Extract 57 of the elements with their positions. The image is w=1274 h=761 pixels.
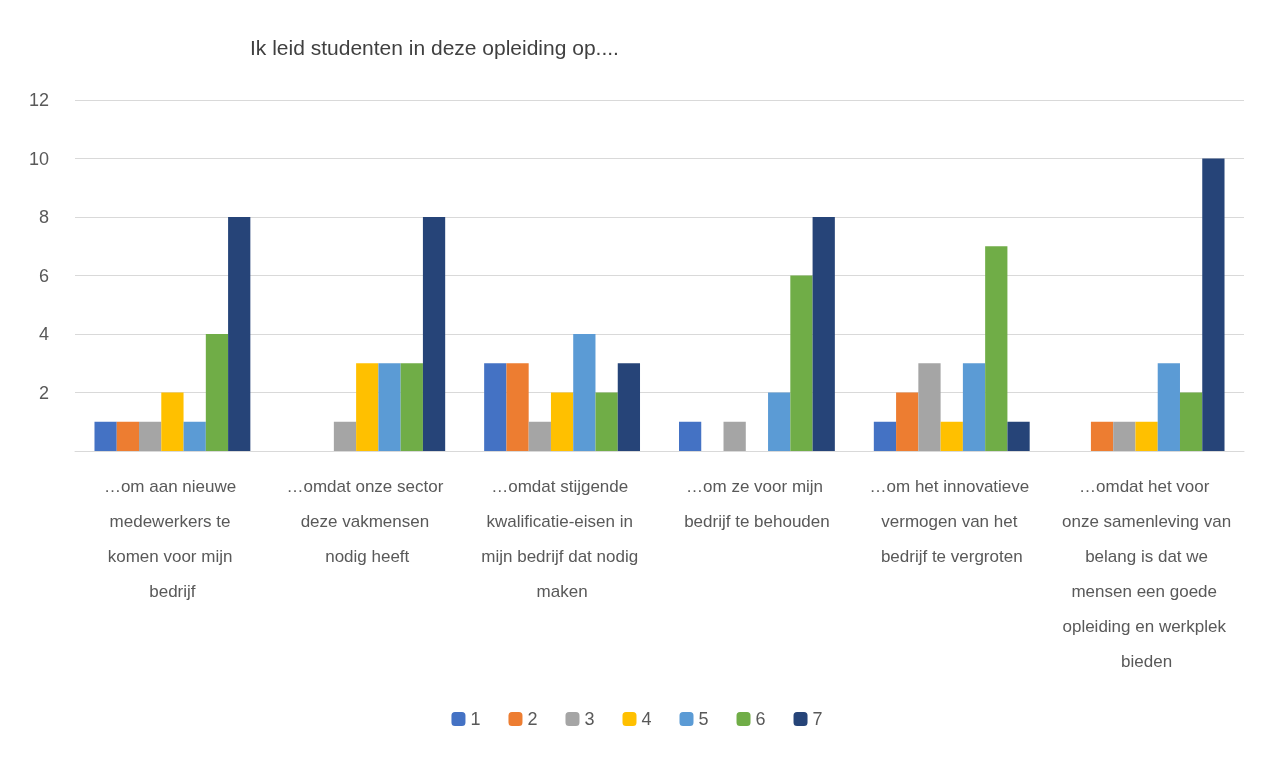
bar <box>116 421 140 451</box>
bar <box>896 392 919 451</box>
y-tick-label: 2 <box>38 382 49 403</box>
bar <box>768 392 791 451</box>
legend-label: 5 <box>698 709 709 729</box>
x-tick-label: …omdat het voor onze samenleving van belang is dat we mensen een goede opleiding en werkplek bieden <box>1062 477 1232 671</box>
bar <box>228 217 251 451</box>
bar <box>422 217 446 451</box>
bar <box>550 392 574 451</box>
bar <box>1179 392 1203 451</box>
bar <box>161 392 184 451</box>
bar <box>985 246 1008 451</box>
x-tick-label: …omdat onze sector deze vakmensen nodig heeft <box>286 477 449 566</box>
bar <box>790 275 813 451</box>
legend-label: 7 <box>812 709 823 729</box>
bar <box>812 217 835 451</box>
bar <box>1135 421 1158 451</box>
x-tick-label: …om ze voor mijn bedrijf te behouden <box>684 477 830 531</box>
bar <box>356 363 379 451</box>
bar <box>617 363 641 451</box>
y-tick-label: 6 <box>38 265 49 286</box>
bar <box>918 363 941 451</box>
bar <box>1157 363 1180 451</box>
chart-title: Ik leid studenten in deze opleiding op.... <box>250 36 619 59</box>
legend-label: 3 <box>584 709 595 729</box>
bar <box>484 363 507 451</box>
bar <box>573 334 596 451</box>
bar <box>94 421 117 451</box>
bar <box>723 421 746 451</box>
bar <box>528 421 551 451</box>
bar <box>205 334 229 451</box>
bar <box>678 421 702 451</box>
bar <box>1202 158 1225 451</box>
y-tick-label: 10 <box>28 148 49 169</box>
bar <box>506 363 529 451</box>
legend-label: 1 <box>470 709 481 729</box>
x-tick-label: …omdat stijgende kwalificatie-eisen in mijn bedrijf dat nodig maken <box>481 477 643 601</box>
bar <box>1090 421 1114 451</box>
bar <box>183 421 206 451</box>
y-tick-label: 12 <box>28 90 49 110</box>
y-tick-label: 8 <box>38 207 49 227</box>
x-tick-label: …om het innovatieve vermogen van het bedrijf te vergroten <box>869 477 1034 566</box>
legend-label: 6 <box>755 709 766 729</box>
bar <box>333 421 357 451</box>
bar <box>873 421 897 451</box>
y-tick-label: 4 <box>38 324 49 344</box>
bar <box>962 363 986 451</box>
legend-label: 2 <box>527 709 538 729</box>
legend-label: 4 <box>641 709 652 729</box>
bar <box>139 421 162 451</box>
bar <box>595 392 618 451</box>
bar <box>400 363 423 451</box>
x-tick-label: …om aan nieuwe medewerkers te komen voor mijn bedrijf <box>103 477 241 601</box>
bar <box>1007 421 1030 451</box>
bar <box>1113 421 1136 451</box>
bar <box>940 421 963 451</box>
bar <box>378 363 401 451</box>
